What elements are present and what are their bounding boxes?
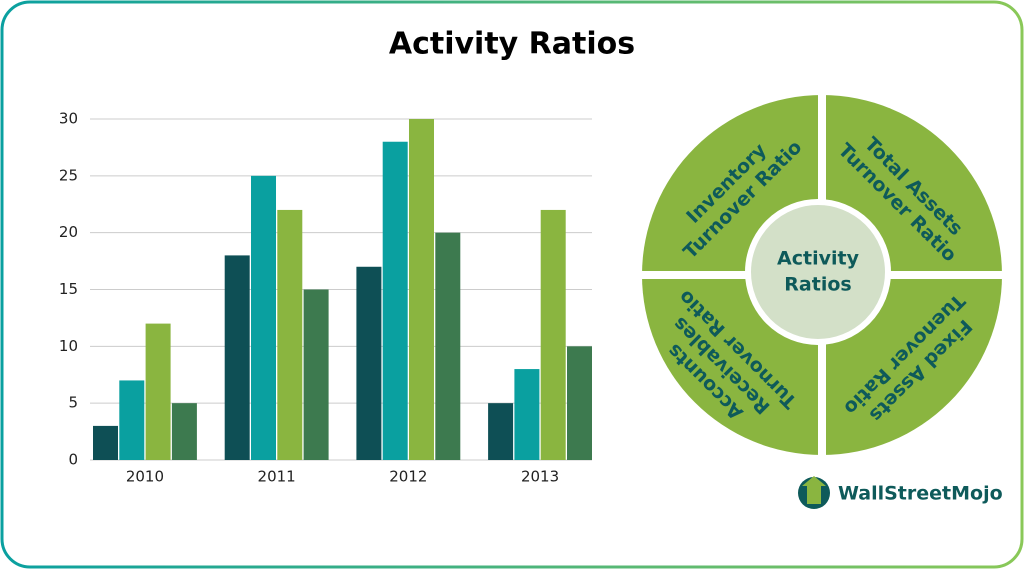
bar: [382, 141, 408, 460]
bar: [409, 119, 434, 460]
x-tick-label: 2010: [126, 468, 164, 486]
y-tick-label: 0: [68, 451, 78, 469]
y-tick-label: 10: [59, 337, 78, 355]
x-tick-label: 2012: [389, 468, 427, 486]
logo: WallStreetMojo: [798, 476, 1003, 509]
logo-text: WallStreetMojo: [838, 483, 1003, 505]
center-circle: [745, 199, 891, 345]
logo-icon: [802, 476, 826, 504]
bar: [224, 255, 250, 460]
bar: [119, 380, 145, 460]
center-label: Ratios: [784, 274, 851, 296]
page-title: Activity Ratios: [389, 27, 635, 62]
y-tick-label: 25: [59, 166, 78, 184]
x-tick-label: 2013: [521, 468, 559, 486]
bar: [540, 209, 566, 460]
center-label: Activity: [777, 248, 860, 270]
bar: [488, 403, 514, 460]
bar: [277, 209, 303, 460]
bar: [251, 175, 276, 461]
bar: [567, 346, 592, 460]
y-tick-label: 15: [59, 280, 78, 298]
bar: [435, 232, 461, 460]
bar: [171, 403, 197, 460]
y-tick-label: 20: [59, 223, 78, 241]
bar: [303, 289, 329, 460]
x-tick-label: 2011: [258, 468, 296, 486]
y-tick-label: 5: [68, 394, 78, 412]
bar: [356, 266, 382, 460]
bar: [514, 369, 540, 460]
y-tick-label: 30: [59, 110, 78, 128]
bar: [93, 425, 118, 460]
bar: [145, 323, 171, 460]
